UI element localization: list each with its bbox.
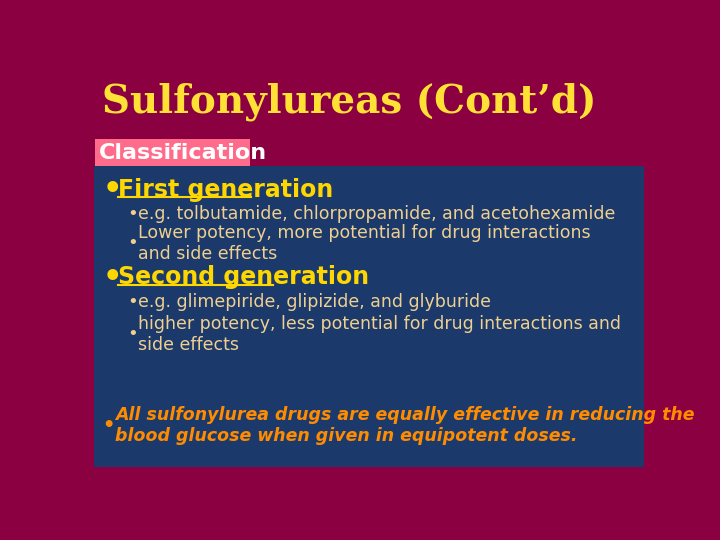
Text: All sulfonylurea drugs are equally effective in reducing the
blood glucose when : All sulfonylurea drugs are equally effec…	[114, 406, 694, 444]
FancyBboxPatch shape	[94, 139, 250, 166]
Text: higher potency, less potential for drug interactions and
side effects: higher potency, less potential for drug …	[138, 315, 621, 354]
FancyBboxPatch shape	[94, 166, 644, 467]
Text: •: •	[102, 263, 122, 292]
Text: First generation: First generation	[118, 178, 333, 201]
Text: Second generation: Second generation	[118, 265, 369, 289]
Text: •: •	[127, 205, 138, 223]
Text: e.g. tolbutamide, chlorpropamide, and acetohexamide: e.g. tolbutamide, chlorpropamide, and ac…	[138, 205, 616, 223]
Text: Classification: Classification	[99, 143, 267, 163]
Text: •: •	[127, 293, 138, 311]
Text: •: •	[127, 325, 138, 343]
Text: e.g. glimepiride, glipizide, and glyburide: e.g. glimepiride, glipizide, and glyburi…	[138, 293, 491, 311]
Text: Sulfonylureas (Cont’d): Sulfonylureas (Cont’d)	[102, 83, 596, 121]
Text: Lower potency, more potential for drug interactions
and side effects: Lower potency, more potential for drug i…	[138, 224, 590, 263]
Text: •: •	[102, 416, 114, 435]
Text: •: •	[127, 234, 138, 252]
Text: •: •	[102, 175, 122, 204]
